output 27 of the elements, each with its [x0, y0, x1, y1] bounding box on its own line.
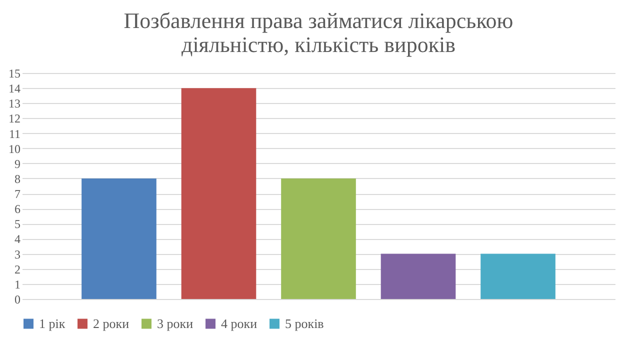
legend-label: 4 роки — [221, 316, 258, 331]
y-tick-label: 10 — [8, 142, 20, 156]
y-tick-label: 14 — [8, 82, 20, 96]
legend-label: 2 роки — [93, 316, 130, 331]
y-tick-label: 1 — [14, 277, 20, 292]
legend-label: 1 рік — [39, 316, 66, 331]
bar — [82, 178, 156, 299]
y-tick-label: 2 — [14, 262, 20, 276]
y-tick-label: 0 — [14, 292, 20, 306]
y-tick-label: 9 — [14, 156, 20, 171]
bar — [480, 254, 556, 299]
y-tick-label: 3 — [14, 247, 20, 262]
bar — [181, 88, 256, 299]
bar — [380, 254, 456, 299]
y-tick-label: 6 — [14, 202, 20, 216]
y-tick-label: 15 — [8, 66, 20, 80]
y-tick-label: 4 — [14, 232, 20, 246]
legend-label: 3 роки — [157, 316, 194, 331]
y-tick-label: 5 — [14, 217, 20, 232]
y-tick-label: 12 — [8, 112, 20, 126]
chart-title: Позбавлення права займатися лікарською діяльністю, кількість вироків — [124, 8, 514, 57]
y-tick-label: 11 — [8, 126, 20, 141]
y-tick-label: 8 — [14, 172, 20, 186]
bar — [281, 178, 356, 299]
y-tick-label: 7 — [14, 187, 20, 202]
legend-label: 5 років — [285, 316, 324, 331]
y-tick-label: 13 — [8, 96, 20, 111]
